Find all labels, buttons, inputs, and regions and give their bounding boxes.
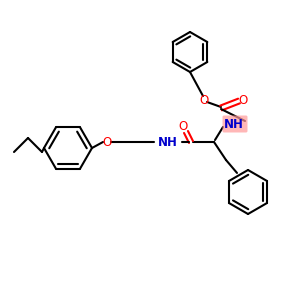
Text: O: O bbox=[238, 94, 247, 107]
Text: O: O bbox=[178, 121, 188, 134]
Text: NH: NH bbox=[158, 136, 178, 148]
Text: O: O bbox=[102, 136, 112, 148]
Text: O: O bbox=[200, 94, 208, 106]
FancyBboxPatch shape bbox=[223, 116, 247, 133]
Text: NH: NH bbox=[224, 118, 244, 130]
